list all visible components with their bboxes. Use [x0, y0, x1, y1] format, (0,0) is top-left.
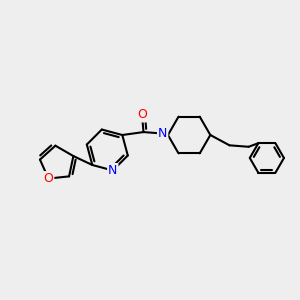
Text: N: N [158, 127, 167, 140]
Text: O: O [137, 109, 147, 122]
Text: N: N [108, 164, 118, 177]
Text: O: O [44, 172, 53, 185]
